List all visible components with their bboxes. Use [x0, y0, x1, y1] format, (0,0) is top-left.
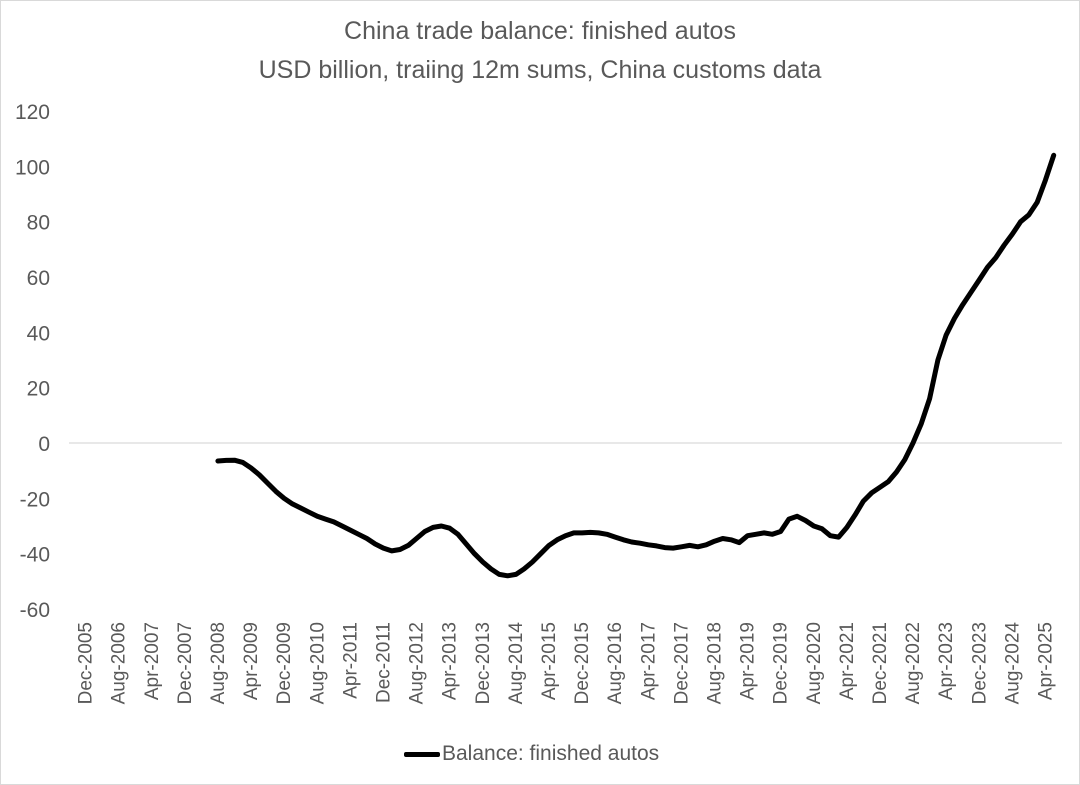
- x-tick-label: Aug-2008: [208, 622, 229, 704]
- x-tick-label: Dec-2017: [671, 622, 692, 704]
- x-tick-label: Aug-2024: [1002, 622, 1023, 705]
- x-tick-label: Dec-2021: [870, 622, 891, 704]
- x-tick-label: Apr-2007: [142, 622, 163, 700]
- x-tick-label: Apr-2013: [440, 622, 461, 700]
- chart-title: China trade balance: finished autos: [344, 17, 736, 45]
- x-tick-label: Apr-2025: [1036, 622, 1057, 700]
- y-tick-label: 20: [27, 378, 50, 401]
- legend-label: Balance: finished autos: [442, 742, 660, 765]
- chart-subtitle: USD billion, traiing 12m sums, China cus…: [258, 56, 822, 84]
- x-tick-label: Dec-2015: [572, 622, 593, 704]
- x-tick-label: Aug-2022: [903, 622, 924, 704]
- x-tick-label: Dec-2023: [969, 622, 990, 704]
- x-tick-label: Dec-2019: [771, 622, 792, 704]
- x-tick-label: Aug-2020: [804, 622, 825, 704]
- x-tick-label: Aug-2010: [307, 622, 328, 704]
- x-tick-label: Aug-2014: [506, 622, 527, 705]
- legend-line-swatch: [404, 751, 440, 757]
- legend: Balance: finished autos: [404, 741, 659, 767]
- y-tick-label: 40: [27, 322, 50, 345]
- y-tick-label: -20: [20, 488, 50, 511]
- x-tick-label: Dec-2009: [274, 622, 295, 704]
- x-tick-label: Apr-2011: [340, 622, 361, 699]
- y-tick-label: 80: [27, 212, 50, 235]
- y-tick-label: -60: [20, 599, 50, 622]
- x-tick-label: Dec-2011: [373, 622, 394, 703]
- x-tick-label: Dec-2013: [473, 622, 494, 704]
- y-tick-label: 0: [38, 433, 50, 456]
- y-tick-label: 120: [15, 101, 50, 124]
- x-tick-label: Apr-2015: [539, 622, 560, 700]
- x-tick-label: Aug-2012: [407, 622, 428, 704]
- x-tick-label: Aug-2006: [109, 622, 130, 704]
- x-tick-label: Apr-2023: [936, 622, 957, 700]
- x-tick-label: Apr-2009: [241, 622, 262, 700]
- y-tick-label: 60: [27, 267, 50, 290]
- y-tick-label: 100: [15, 156, 50, 179]
- y-tick-label: -40: [20, 544, 50, 567]
- x-tick-label: Apr-2021: [837, 622, 858, 700]
- x-tick-label: Dec-2005: [76, 622, 97, 704]
- x-tick-label: Aug-2018: [705, 622, 726, 704]
- series-line-balance: [215, 152, 1057, 579]
- x-tick-label: Apr-2019: [738, 622, 759, 700]
- x-tick-label: Dec-2007: [175, 622, 196, 704]
- x-tick-label: Aug-2016: [605, 622, 626, 704]
- x-tick-label: Apr-2017: [638, 622, 659, 700]
